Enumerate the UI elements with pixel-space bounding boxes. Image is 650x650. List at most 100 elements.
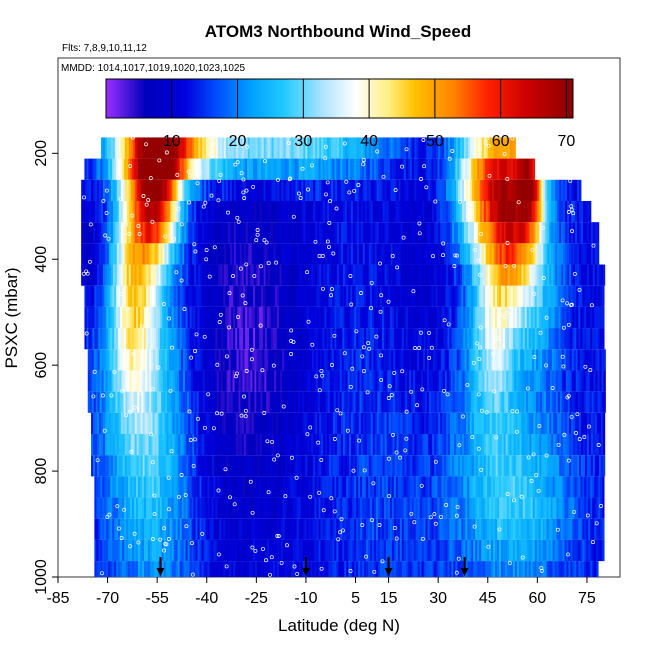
- heat-cell: [254, 370, 257, 392]
- heat-cell: [316, 476, 319, 498]
- heat-cell: [199, 476, 202, 498]
- heat-cell: [450, 412, 453, 435]
- chart-title: ATOM3 Northbound Wind_Speed: [205, 22, 471, 41]
- heat-cell: [512, 391, 515, 413]
- heat-cell: [453, 285, 456, 307]
- heat-cell: [369, 349, 372, 371]
- heat-cell: [185, 497, 188, 519]
- heat-cell: [485, 137, 489, 159]
- heat-cell: [538, 391, 541, 413]
- heat-cell: [424, 200, 427, 223]
- heat-cell: [184, 200, 187, 223]
- heat-cell: [465, 412, 469, 435]
- heat-cell: [136, 243, 140, 265]
- heat-cell: [227, 285, 230, 307]
- heat-cell: [100, 476, 103, 498]
- heat-cell: [302, 328, 306, 350]
- heat-cell: [245, 306, 248, 329]
- heat-cell: [417, 285, 421, 307]
- heat-cell: [452, 370, 456, 392]
- heat-cell: [284, 391, 287, 413]
- heat-cell: [546, 497, 549, 519]
- heat-cell: [195, 539, 198, 562]
- heat-cell: [503, 222, 507, 244]
- heat-cell: [326, 285, 329, 307]
- heat-cell: [399, 328, 403, 350]
- heat-cell: [104, 539, 107, 562]
- heat-cell: [409, 285, 413, 307]
- heat-cell: [556, 285, 559, 307]
- heat-cell: [342, 476, 345, 498]
- heat-cell: [448, 264, 451, 286]
- heat-cell: [206, 455, 209, 477]
- heat-cell: [190, 222, 193, 244]
- heat-cell: [265, 222, 268, 244]
- heat-cell: [415, 476, 419, 498]
- heat-cell: [84, 285, 87, 307]
- heat-cell: [346, 328, 349, 350]
- heat-cell: [343, 349, 347, 371]
- heat-cell: [528, 349, 531, 371]
- heat-cell: [542, 518, 546, 540]
- heat-cell: [255, 476, 258, 498]
- heat-cell: [223, 222, 227, 244]
- heat-cell: [479, 200, 483, 223]
- heat-cell: [150, 200, 153, 223]
- heat-cell: [136, 476, 139, 498]
- heat-cell: [175, 539, 179, 562]
- heat-cell: [403, 328, 407, 350]
- heat-cell: [526, 285, 530, 307]
- heat-cell: [330, 539, 333, 562]
- heat-cell: [547, 455, 550, 477]
- heat-cell: [415, 285, 419, 307]
- heat-cell: [114, 497, 117, 519]
- heat-cell: [272, 328, 276, 350]
- heat-cell: [204, 179, 207, 201]
- heat-cell: [288, 518, 292, 540]
- heat-cell: [132, 497, 135, 519]
- heat-cell: [321, 222, 324, 244]
- heat-cell: [193, 476, 196, 498]
- heat-cell: [168, 137, 171, 159]
- heat-cell: [299, 391, 303, 413]
- heat-cell: [392, 222, 395, 244]
- heat-cell: [427, 476, 430, 498]
- heat-cell: [448, 370, 452, 392]
- heat-cell: [449, 158, 452, 180]
- heat-cell: [467, 264, 471, 286]
- heat-cell: [164, 412, 167, 435]
- heat-cell: [374, 158, 377, 180]
- heat-cell: [427, 306, 430, 329]
- heat-cell: [393, 370, 396, 392]
- heat-cell: [362, 518, 365, 540]
- heat-cell: [201, 306, 204, 329]
- heat-cell: [154, 179, 157, 201]
- heat-cell: [491, 137, 495, 159]
- heat-cell: [141, 391, 144, 413]
- heat-cell: [241, 539, 244, 562]
- heat-cell: [507, 200, 510, 223]
- heat-cell: [185, 285, 188, 307]
- heat-cell: [289, 243, 292, 265]
- heat-cell: [500, 158, 504, 180]
- heat-cell: [153, 539, 157, 562]
- heat-cell: [553, 264, 556, 286]
- heat-cell: [441, 158, 444, 180]
- heat-cell: [216, 412, 219, 435]
- heat-cell: [196, 391, 200, 413]
- heat-cell: [136, 497, 139, 519]
- heat-cell: [439, 497, 442, 519]
- heat-cell: [332, 328, 335, 350]
- heat-cell: [311, 200, 314, 223]
- heat-cell: [285, 179, 288, 201]
- heat-cell: [285, 137, 288, 159]
- heat-cell: [227, 518, 230, 540]
- heat-cell: [212, 434, 215, 456]
- heat-cell: [325, 370, 329, 392]
- heat-cell: [241, 497, 244, 519]
- heat-cell: [322, 328, 325, 350]
- heat-cell: [197, 306, 200, 329]
- heat-cell: [173, 476, 177, 498]
- heat-cell: [248, 370, 251, 392]
- heat-cell: [456, 264, 459, 286]
